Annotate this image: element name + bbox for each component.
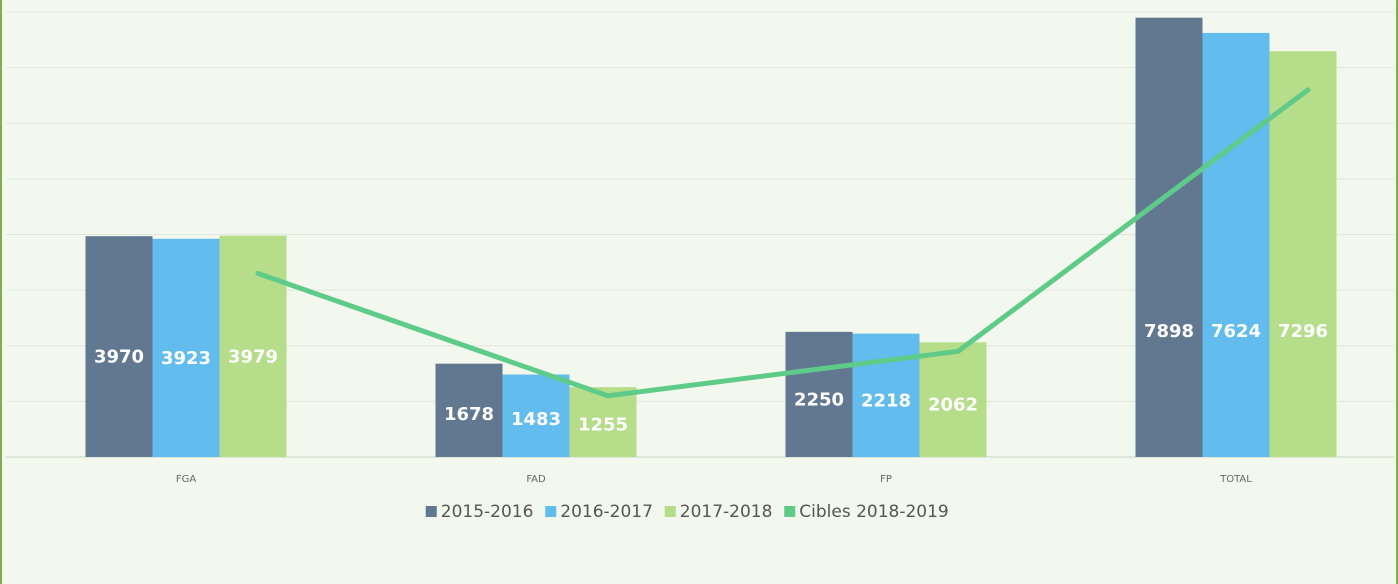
data-label: 7624 — [1211, 321, 1261, 342]
bar — [1202, 32, 1270, 457]
data-label: 7898 — [1144, 321, 1194, 342]
bar — [919, 342, 987, 457]
data-label: 7296 — [1278, 321, 1328, 342]
x-tick-label: FAD — [526, 474, 546, 485]
bar — [569, 387, 637, 457]
line-series — [255, 87, 1311, 399]
bar — [785, 331, 853, 457]
x-tick-label: TOTAL — [1219, 474, 1252, 485]
legend-label: Cibles 2018-2019 — [799, 502, 949, 522]
bar — [435, 363, 503, 457]
bar — [1269, 51, 1337, 457]
legend-swatch — [784, 506, 796, 517]
x-tick-label: FP — [880, 474, 892, 485]
bar — [85, 236, 153, 457]
data-label: 3923 — [161, 348, 211, 369]
data-label: 1255 — [578, 415, 628, 436]
data-label: 1483 — [511, 409, 561, 430]
data-label: 2250 — [794, 390, 844, 411]
data-label: 2218 — [861, 390, 911, 411]
bar — [219, 235, 287, 457]
legend-label: 2015-2016 — [441, 502, 534, 522]
legend-label: 2016-2017 — [560, 502, 653, 522]
data-label: 3979 — [228, 346, 278, 367]
data-label: 2062 — [928, 394, 978, 415]
legend-swatch — [545, 506, 557, 517]
legend-label: 2017-2018 — [680, 502, 773, 522]
legend-swatch — [425, 506, 437, 517]
bar — [852, 333, 920, 457]
legend-swatch — [664, 506, 676, 517]
data-label: 1678 — [444, 404, 494, 425]
x-tick-label: FGA — [176, 474, 197, 485]
bar — [1135, 17, 1203, 458]
bar — [502, 374, 570, 457]
data-label: 3970 — [94, 347, 144, 368]
bar — [152, 238, 220, 457]
